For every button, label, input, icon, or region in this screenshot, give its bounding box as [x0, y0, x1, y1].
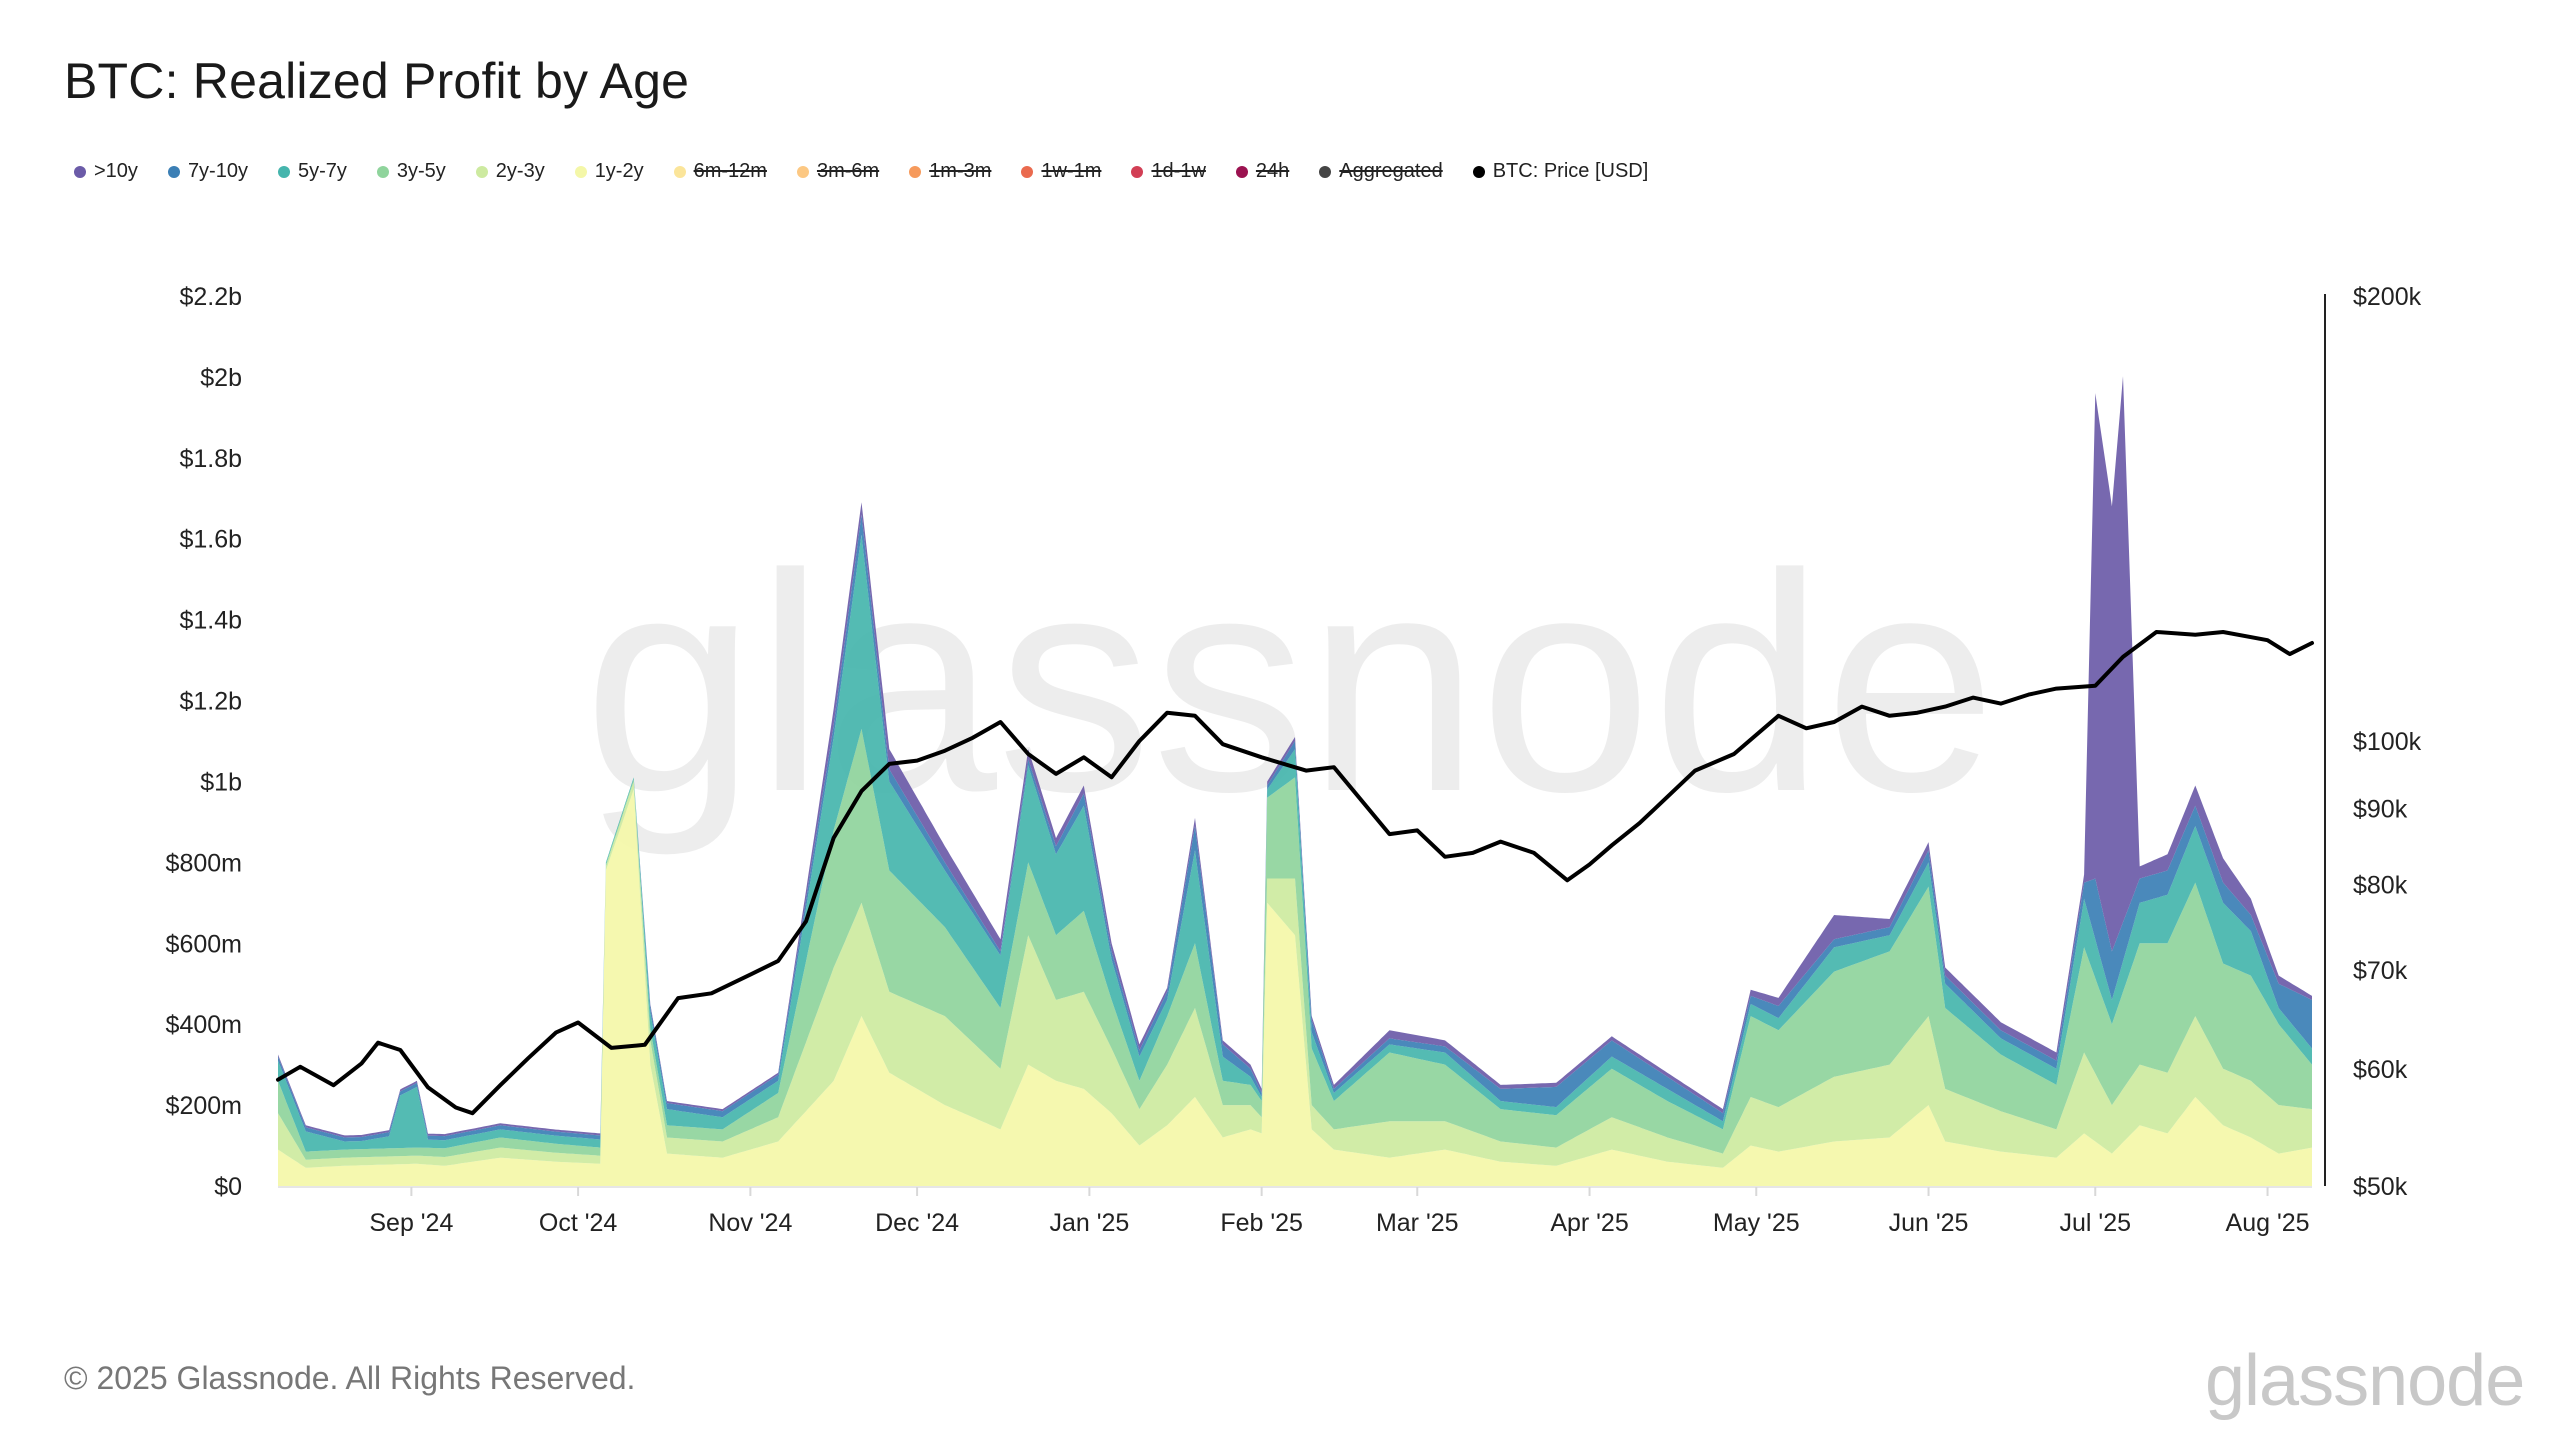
- legend-swatch: [74, 165, 86, 178]
- y-tick-label-left: $1.4b: [179, 607, 242, 635]
- y-tick-label-left: $0: [214, 1173, 242, 1201]
- y-tick-label-right: $200k: [2353, 283, 2422, 311]
- legend-label: >10y: [94, 160, 138, 182]
- legend-item-10y[interactable]: >10y: [74, 160, 138, 183]
- x-tick-label: Jul '25: [2060, 1209, 2131, 1237]
- legend-item-1m-3m[interactable]: 1m-3m: [909, 160, 991, 183]
- legend-swatch: [909, 165, 922, 178]
- legend-swatch: [1021, 165, 1034, 178]
- y-tick-label-left: $400m: [166, 1011, 242, 1039]
- legend-swatch: [673, 165, 686, 178]
- legend-item-2y-3y[interactable]: 2y-3y: [475, 160, 545, 183]
- legend-item-1y-2y[interactable]: 1y-2y: [574, 160, 644, 183]
- y-tick-label-left: $1b: [200, 768, 242, 796]
- y-tick-label-left: $1.2b: [179, 688, 242, 716]
- legend-swatch: [376, 165, 389, 178]
- legend-swatch: [167, 165, 180, 178]
- area-series-2y-3y: [278, 781, 2312, 1168]
- legend-item-6m-12m[interactable]: 6m-12m: [673, 160, 767, 183]
- legend-label: 1d-1w: [1151, 160, 1206, 182]
- x-tick-label: Feb '25: [1220, 1209, 1303, 1237]
- legend-swatch: [574, 165, 587, 178]
- x-tick-label: May '25: [1713, 1209, 1800, 1237]
- y-tick-label-right: $90k: [2353, 796, 2408, 824]
- legend-label: BTC: Price [USD]: [1492, 160, 1649, 182]
- legend-swatch: [1472, 165, 1485, 178]
- legend-label: 3y-5y: [396, 160, 446, 182]
- y-tick-label-left: $1.8b: [179, 445, 242, 473]
- y-tick-label-left: $200m: [166, 1092, 242, 1120]
- y-tick-label-right: $50k: [2353, 1173, 2408, 1201]
- legend-label: 3m-6m: [816, 160, 880, 182]
- y-tick-label-left: $600m: [166, 930, 242, 958]
- y-tick-label-right: $60k: [2353, 1056, 2408, 1084]
- y-tick-label-left: $2.2b: [179, 283, 242, 311]
- chart-title: BTC: Realized Profit by Age: [64, 53, 690, 109]
- y-tick-label-right: $70k: [2353, 957, 2408, 985]
- y-tick-label-right: $80k: [2353, 871, 2408, 899]
- glassnode-logo: glassnode: [2205, 1341, 2525, 1421]
- x-tick-label: Jan '25: [1049, 1209, 1129, 1237]
- legend-swatch: [277, 165, 290, 178]
- legend-item-5y-7y[interactable]: 5y-7y: [277, 160, 347, 183]
- legend-item-24h[interactable]: 24h: [1235, 160, 1290, 183]
- x-tick-label: Aug '25: [2226, 1209, 2310, 1237]
- btc-price-line: [276, 630, 2314, 1116]
- legend-swatch: [475, 165, 488, 178]
- legend-item-1w-1m[interactable]: 1w-1m: [1021, 160, 1101, 183]
- area-series-7y-10y: [278, 514, 2312, 1142]
- legend-label: 1w-1m: [1041, 160, 1102, 182]
- legend-label: 1m-3m: [929, 160, 992, 182]
- area-series-3y-5y: [278, 728, 2312, 1160]
- y-tick-label-left: $2b: [200, 364, 242, 392]
- legend-label: 24h: [1255, 160, 1290, 182]
- legend-swatch: [796, 165, 809, 178]
- legend-label: 7y-10y: [187, 160, 248, 182]
- x-tick-label: Oct '24: [539, 1209, 618, 1237]
- y-tick-label-left: $800m: [166, 849, 242, 877]
- legend: >10y 7y-10y 5y-7y 3y-5y 2y-3y 1y-2y 6m-12m 3m-6…: [74, 160, 1678, 183]
- copyright-footer: © 2025 Glassnode. All Rights Reserved.: [64, 1360, 636, 1396]
- legend-item-aggregated[interactable]: Aggregated: [1319, 160, 1443, 183]
- x-tick-label: Apr '25: [1550, 1209, 1628, 1237]
- area-series-5y-7y: [278, 534, 2312, 1152]
- x-tick-label: Dec '24: [875, 1209, 959, 1237]
- legend-item-7y-10y[interactable]: 7y-10y: [167, 160, 248, 183]
- x-tick-label: Sep '24: [369, 1209, 453, 1237]
- legend-label: 5y-7y: [297, 160, 347, 182]
- x-tick-label: Nov '24: [708, 1209, 792, 1237]
- legend-item-1d-1w[interactable]: 1d-1w: [1131, 160, 1206, 183]
- legend-item-3m-6m[interactable]: 3m-6m: [796, 160, 880, 183]
- y-tick-label-left: $1.6b: [179, 526, 242, 554]
- x-tick-label: Mar '25: [1376, 1209, 1459, 1237]
- legend-label: Aggregated: [1339, 160, 1443, 182]
- legend-label: 1y-2y: [594, 160, 644, 182]
- legend-swatch: [1131, 165, 1144, 178]
- legend-label: 6m-12m: [693, 160, 767, 182]
- x-tick-label: Jun '25: [1889, 1209, 1969, 1237]
- legend-item-3y-5y[interactable]: 3y-5y: [376, 160, 446, 183]
- y-tick-label-right: $100k: [2353, 728, 2422, 756]
- legend-label: 2y-3y: [495, 160, 545, 182]
- legend-swatch: [1319, 165, 1332, 178]
- area-series-1y-2y: [278, 789, 2312, 1186]
- legend-swatch: [1235, 165, 1248, 178]
- legend-item-btc-price-usd[interactable]: BTC: Price [USD]: [1472, 160, 1649, 183]
